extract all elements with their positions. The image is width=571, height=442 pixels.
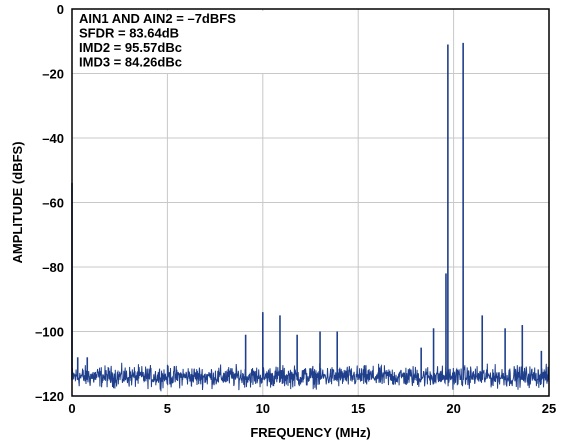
y-axis-title: AMPLITUDE (dBFS) [10,141,25,263]
y-tick-label: 0 [57,2,64,17]
x-tick-label: 0 [68,401,75,416]
x-tick-label: 15 [351,401,365,416]
x-tick-label: 10 [256,401,270,416]
plot-frame [71,8,550,397]
annotation-line-3: IMD2 = 95.57dBc [79,40,182,55]
y-tick-label: –120 [35,389,64,404]
x-axis-title: FREQUENCY (MHz) [250,425,370,440]
x-tick-label: 5 [164,401,171,416]
y-tick-label: –80 [42,260,64,275]
x-tick-label: 25 [542,401,556,416]
annotation-line-4: IMD3 = 84.26dBc [79,55,182,70]
y-tick-label: –100 [35,325,64,340]
grid-lines [72,9,549,396]
y-tick-label: –20 [42,67,64,82]
x-tick-label: 20 [446,401,460,416]
y-tick-labels: 0 –20 –40 –60 –80 –100 –120 [35,2,64,404]
annotation-line-2: SFDR = 83.64dB [79,26,179,41]
annotation-background [74,11,272,73]
noise-floor-trace [71,362,550,392]
y-tick-label: –40 [42,131,64,146]
spectrum-trace [71,42,550,392]
annotation-block: AIN1 AND AIN2 = –7dBFS SFDR = 83.64dB IM… [79,11,236,70]
annotation-line-1: AIN1 AND AIN2 = –7dBFS [79,11,236,26]
y-tick-label: –60 [42,196,64,211]
x-tick-labels: 0 5 10 15 20 25 [68,401,556,416]
